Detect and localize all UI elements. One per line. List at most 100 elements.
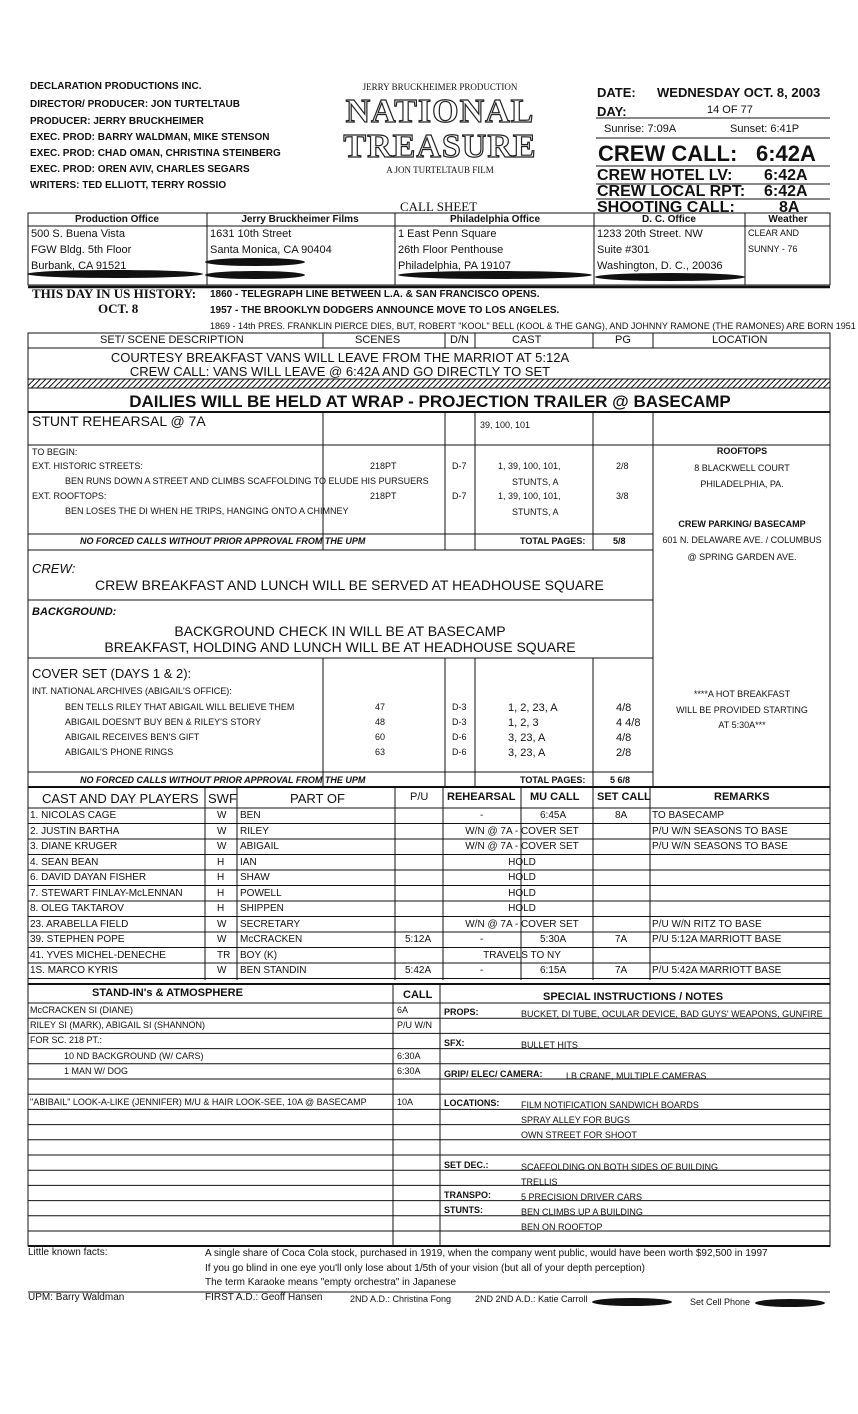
dn: D-7 bbox=[452, 461, 467, 471]
office-title: D. C. Office bbox=[642, 214, 696, 225]
column-header: MU CALL bbox=[530, 791, 580, 803]
pg: 4/8 bbox=[616, 702, 632, 714]
column-header: REHEARSAL bbox=[447, 791, 516, 803]
date: WEDNESDAY OCT. 8, 2003 bbox=[657, 85, 821, 100]
date: OCT. 8 bbox=[98, 301, 139, 316]
item: LB CRANE, MULTIPLE CAMERAS bbox=[566, 1071, 707, 1081]
total: 5/8 bbox=[613, 536, 626, 546]
credit: EXEC. PROD: BARRY WALDMAN, MIKE STENSON bbox=[30, 132, 270, 143]
column-header: D/N bbox=[450, 334, 469, 346]
part: SECRETARY bbox=[240, 918, 301, 930]
remarks: P/U W/N RITZ TO BASE bbox=[652, 918, 762, 930]
history-item: 1869 - 14th PRES. FRANKLIN PIERCE DIES, … bbox=[210, 321, 856, 331]
crew: Set Cell Phone bbox=[690, 1297, 751, 1307]
note: NO FORCED CALLS WITHOUT PRIOR APPROVAL F… bbox=[80, 536, 366, 546]
office-line: SUNNY - 76 bbox=[748, 244, 798, 254]
label: Little known facts: bbox=[28, 1247, 108, 1258]
swf: TR bbox=[217, 949, 231, 961]
standin: RILEY SI (MARK), ABIGAIL SI (SHANNON) bbox=[30, 1020, 206, 1030]
office-line: CLEAR AND bbox=[748, 228, 800, 238]
note: CREW BREAKFAST AND LUNCH WILL BE SERVED … bbox=[95, 577, 604, 593]
standin: FOR SC. 218 PT.: bbox=[30, 1035, 103, 1045]
set-call: 8A bbox=[615, 810, 628, 821]
remarks: TO BASECAMP bbox=[652, 810, 725, 821]
office-line: 500 S. Buena Vista bbox=[31, 228, 125, 240]
cast: 39, 100, 101 bbox=[480, 420, 531, 430]
scene: 60 bbox=[375, 732, 386, 742]
label: TRANSPO: bbox=[444, 1190, 491, 1200]
call: 10A bbox=[397, 1097, 414, 1107]
set-call: 7A bbox=[615, 934, 628, 945]
span-note: W/N @ 7A - COVER SET bbox=[465, 825, 579, 837]
note: COURTESY BREAKFAST VANS WILL LEAVE FROM … bbox=[110, 350, 570, 365]
swf: W bbox=[217, 825, 227, 837]
label: DATE: bbox=[597, 85, 636, 100]
call: 6:30A bbox=[397, 1066, 421, 1076]
remarks: P/U W/N SEASONS TO BASE bbox=[652, 825, 788, 837]
fact: A single share of Coca Cola stock, purch… bbox=[205, 1248, 768, 1259]
scene: 63 bbox=[375, 747, 386, 757]
location: ROOFTOPS bbox=[716, 446, 768, 456]
item: BEN ON ROOFTOP bbox=[521, 1222, 603, 1232]
pu: 5:42A bbox=[405, 965, 432, 976]
standin: McCRACKEN SI (DIANE) bbox=[30, 1005, 134, 1015]
column-header: REMARKS bbox=[714, 791, 770, 803]
company: DECLARATION PRODUCTIONS INC. bbox=[30, 81, 202, 92]
part: ABIGAIL bbox=[240, 841, 279, 852]
set: INT. NATIONAL ARCHIVES (ABIGAIL'S OFFICE… bbox=[32, 686, 232, 696]
location: PHILADELPHIA, PA. bbox=[700, 479, 784, 489]
part: BEN bbox=[240, 810, 261, 821]
note: CREW CALL: VANS WILL LEAVE @ 6:42A AND G… bbox=[129, 364, 551, 379]
fact: The term Karaoke means "empty orchestra"… bbox=[205, 1277, 457, 1288]
pg: 2/8 bbox=[616, 461, 629, 471]
office-title: Weather bbox=[768, 214, 808, 225]
column-header: CAST bbox=[512, 334, 542, 346]
history-item: 1957 - THE BROOKLYN DODGERS ANNOUNCE MOV… bbox=[210, 305, 560, 316]
office-line: Philadelphia, PA 19107 bbox=[398, 260, 511, 272]
column-header: LOCATION bbox=[712, 334, 768, 346]
cast-name: 8. OLEG TAKTAROV bbox=[30, 903, 124, 914]
pg: 3/8 bbox=[616, 491, 629, 501]
cast: 3, 23, A bbox=[508, 747, 546, 759]
cast-name: 1. NICOLAS CAGE bbox=[30, 810, 117, 821]
dn: D-3 bbox=[452, 702, 467, 712]
label: COVER SET (DAYS 1 & 2): bbox=[32, 666, 192, 681]
time: 8A bbox=[779, 199, 800, 216]
logo-title: TREASURE bbox=[343, 128, 537, 165]
cast: STUNTS, A bbox=[512, 477, 559, 487]
cast-name: 2. JUSTIN BARTHA bbox=[30, 825, 120, 837]
cast: 1, 2, 3 bbox=[508, 717, 539, 729]
item: FILM NOTIFICATION SANDWICH BOARDS bbox=[521, 1100, 699, 1110]
crew: 2ND 2ND A.D.: Katie Carroll bbox=[475, 1294, 588, 1304]
scene: 218PT bbox=[370, 491, 397, 501]
mu-call: 5:30A bbox=[540, 934, 567, 945]
office-line: 1 East Penn Square bbox=[398, 228, 497, 240]
column-header: SET/ SCENE DESCRIPTION bbox=[100, 334, 244, 346]
label: CREW LOCAL RPT: bbox=[597, 183, 746, 200]
parking: CREW PARKING/ BASECAMP bbox=[678, 519, 806, 529]
cast-name: 7. STEWART FINLAY-McLENNAN bbox=[30, 887, 183, 899]
stunt: STUNT REHEARSAL @ 7A bbox=[32, 413, 206, 429]
cast: 1, 39, 100, 101, bbox=[498, 461, 561, 471]
history-item: 1860 - TELEGRAPH LINE BETWEEN L.A. & SAN… bbox=[210, 289, 540, 300]
rehearsal: - bbox=[480, 965, 484, 976]
credit: EXEC. PROD: OREN AVIV, CHARLES SEGARS bbox=[30, 164, 250, 175]
office-title: Philadelphia Office bbox=[449, 214, 541, 225]
dn: D-3 bbox=[452, 717, 467, 727]
dn: D-7 bbox=[452, 491, 467, 501]
time: 6:42A bbox=[764, 183, 808, 200]
description: ABIGAIL'S PHONE RINGS bbox=[65, 747, 174, 757]
description: BEN LOSES THE DI WHEN HE TRIPS, HANGING … bbox=[65, 506, 349, 516]
office-line: Suite #301 bbox=[597, 244, 650, 256]
swf: H bbox=[217, 872, 225, 883]
item: 5 PRECISION DRIVER CARS bbox=[521, 1192, 643, 1202]
cast: 3, 23, A bbox=[508, 732, 546, 744]
part: SHAW bbox=[240, 872, 270, 883]
call: 6:30A bbox=[397, 1051, 421, 1061]
item: TRELLIS bbox=[521, 1177, 558, 1187]
pg: 2/8 bbox=[616, 747, 632, 759]
office-title: Jerry Bruckheimer Films bbox=[241, 214, 359, 225]
cast-name: 1S. MARCO KYRIS bbox=[30, 965, 118, 976]
swf: W bbox=[217, 841, 227, 852]
